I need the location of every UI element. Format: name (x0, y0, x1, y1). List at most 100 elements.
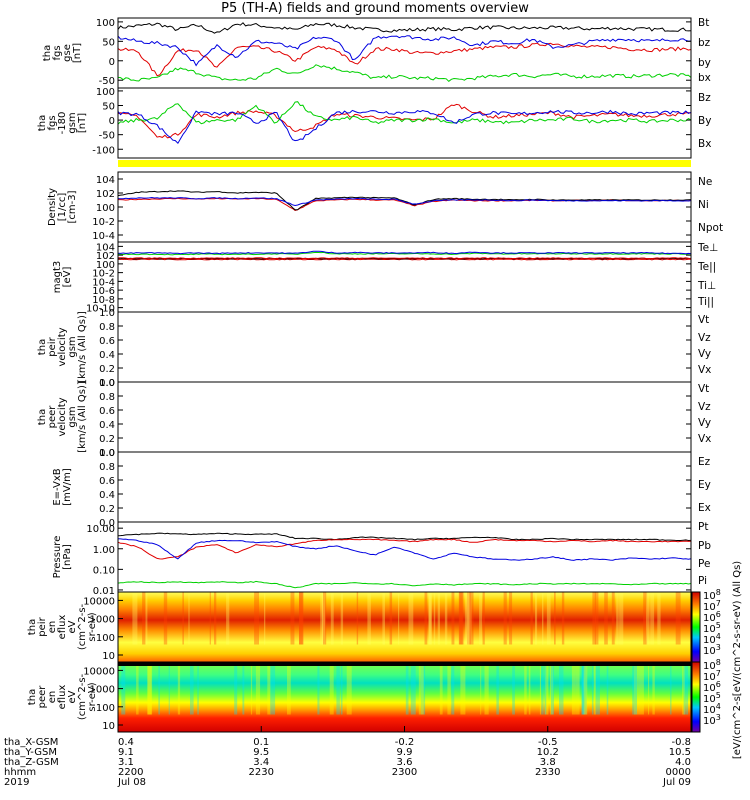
panel-fgs-gse: 100 50 0 -50 Bt bz by bx tha fgs gse [nT] (42, 17, 711, 89)
colorbar-tick: 108 (703, 658, 721, 672)
panel-peer-en: 10000 1000 100 10 tha peer en eflux eV (cm^2-s-sr… (27, 661, 692, 733)
y-axis-label-line: tha (37, 409, 48, 425)
heatmap-streak (594, 592, 599, 645)
series-line-fgs-gse (117, 22, 692, 34)
y-tick-label: -50 (99, 131, 115, 142)
legend-entry: Vx (698, 364, 711, 376)
y-tick-label: 1.0 (99, 378, 115, 389)
heatmap-streak (482, 592, 485, 645)
heatmap-streak (234, 662, 238, 715)
heatmap-streak (633, 662, 639, 715)
heatmap-streak (524, 662, 527, 715)
legend-entry: Te|| (697, 261, 716, 273)
y-tick-label: 10.00 (86, 524, 115, 535)
y-tick-label: 10-2 (92, 217, 115, 228)
y-tick-label: 0 (109, 116, 115, 127)
heatmap-streak (145, 592, 148, 645)
heatmap-streak (329, 662, 334, 715)
heatmap-streak (346, 662, 352, 715)
heatmap-streak (428, 592, 432, 645)
panel-peer-vel: 1.0 0.8 0.6 0.4 0.2 0.0 Vt Vz Vy Vx tha peer velocit… (37, 378, 711, 459)
heatmap-streak (561, 592, 565, 645)
y-axis-label-line: gse (62, 44, 73, 62)
heatmap-streak (551, 662, 554, 715)
y-axis-label-line: (cm^2-s- (77, 673, 88, 720)
heatmap-streak (447, 662, 451, 715)
legend-entry: Vt (698, 383, 709, 395)
y-tick-label: 10-10 (86, 304, 115, 315)
series-line-fgs-gse (117, 35, 692, 67)
heatmap-streak (356, 592, 359, 645)
series-line-pressure (117, 580, 692, 589)
y-axis-label-line: gsm (67, 406, 78, 427)
colorbar-tick: 104 (703, 702, 721, 716)
heatmap-streak (323, 592, 327, 645)
y-axis-label-line: tha (37, 339, 48, 355)
x-tick-label: 3.4 (253, 757, 269, 768)
legend-entry: bx (698, 72, 711, 84)
heatmap-streak (581, 662, 585, 715)
heatmap-streak (512, 662, 515, 715)
y-tick-label: 100 (96, 633, 115, 644)
colorbar-tick: 106 (703, 610, 721, 624)
y-axis-label-line: en (47, 621, 58, 634)
heatmap-streak (606, 662, 609, 715)
heatmap-streak (408, 592, 414, 645)
heatmap-streak (317, 662, 320, 715)
y-tick-label: -50 (99, 76, 115, 87)
y-tick-label: 0.6 (99, 476, 115, 487)
y-axis-label-line: E=-VxB (52, 468, 63, 505)
y-axis-label-line: -180 (57, 112, 68, 135)
heatmap-streak (299, 592, 303, 645)
heatmap-streak (451, 592, 455, 645)
heatmap-streak (469, 592, 472, 645)
x-tick-label: 10.5 (669, 747, 691, 758)
legend-entry: bz (698, 37, 711, 49)
heatmap-streak (428, 592, 432, 645)
heatmap-streak (405, 662, 409, 715)
heatmap-streak (619, 592, 624, 645)
x-tick-label: 10.2 (537, 747, 559, 758)
y-axis-label: tha fgs gse [nT] (42, 43, 83, 63)
heatmap-streak (546, 592, 551, 645)
panel-density: 104 102 100 10-2 10-4 Ne Ni Npot Density [1/cc] [c… (47, 171, 723, 243)
heatmap-streak (652, 662, 655, 715)
y-axis-label-line: fgs (52, 45, 63, 60)
heatmap-streak (595, 662, 600, 715)
legend-entry: Te⊥ (697, 242, 718, 254)
fill-gap-band (118, 662, 691, 666)
y-axis-label-line: [eV] (62, 267, 73, 288)
heatmap-peer-en (118, 662, 691, 732)
y-tick-label: 104 (96, 175, 115, 186)
y-tick-label: 0.8 (99, 462, 115, 473)
heatmap-streak (389, 592, 393, 645)
heatmap-streak (168, 662, 170, 715)
series-line-pressure (117, 532, 692, 542)
x-tick-label: 2330 (535, 767, 560, 778)
heatmap-streak (544, 662, 547, 715)
y-tick-label: 100 (96, 18, 115, 29)
heatmap-streak (469, 592, 474, 645)
heatmap-streak (458, 592, 464, 645)
heatmap-streak (638, 662, 644, 715)
legend-entry: Pt (698, 521, 708, 533)
heatmap-streak (367, 592, 371, 645)
colorbar-tick: 107 (703, 669, 721, 683)
y-tick-label: 10-4 (92, 231, 115, 242)
colorbar-top (691, 591, 701, 663)
y-axis-label: Density [1/cc] [cm-3] (47, 188, 78, 226)
legend-entry: Vz (698, 401, 711, 413)
y-axis-label-line: Pressure (52, 536, 63, 579)
x-row-label: tha_Z-GSM (4, 757, 59, 768)
y-axis-label-line: [1/cc] (57, 193, 68, 222)
y-axis-label-line: gsm (67, 336, 78, 357)
legend-entry: Bz (698, 92, 711, 104)
y-axis-label-line: eflux (57, 615, 68, 640)
y-tick-label: 50 (102, 37, 115, 48)
heatmap-streak (503, 592, 507, 645)
legend-entry: Vx (698, 433, 711, 445)
x-row-label: tha_X-GSM (4, 737, 58, 748)
heatmap-streak (410, 662, 416, 715)
y-tick-label: 0.0 (99, 448, 115, 459)
panel-frame (117, 381, 692, 453)
